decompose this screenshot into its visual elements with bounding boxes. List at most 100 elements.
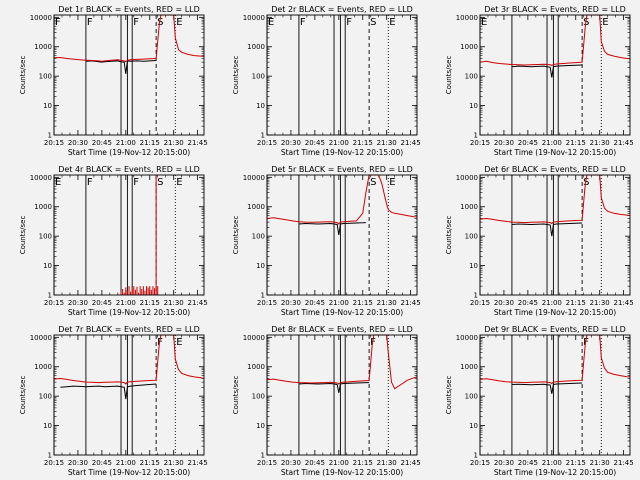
- x-tick-label: 21:15: [566, 299, 586, 307]
- y-axis-label: Counts/sec: [232, 56, 240, 95]
- x-tick-label: 21:30: [164, 459, 184, 467]
- x-tick-label: 21:30: [590, 459, 610, 467]
- x-tick-label: 20:45: [92, 459, 112, 467]
- x-tick-label: 21:15: [140, 139, 160, 147]
- series-line-lld: [266, 174, 418, 225]
- y-tick-label: 100: [39, 233, 52, 241]
- y-axis-label: Counts/sec: [445, 216, 453, 255]
- series-line-lld: [266, 334, 418, 390]
- series-line-events: [60, 383, 157, 400]
- marker-label: F: [370, 337, 376, 348]
- y-tick-label: 1000: [247, 43, 265, 51]
- x-tick-label: 20:15: [257, 459, 277, 467]
- x-tick-label: 20:15: [470, 299, 490, 307]
- y-axis-label: Counts/sec: [232, 216, 240, 255]
- y-tick-label: 10000: [243, 174, 265, 182]
- y-tick-label: 100: [252, 233, 265, 241]
- y-tick-label: 1000: [247, 363, 265, 371]
- marker-label: F: [583, 337, 589, 348]
- y-tick-label: 10: [256, 422, 265, 430]
- y-tick-label: 10: [43, 102, 52, 110]
- x-tick-label: 21:15: [353, 459, 373, 467]
- detector-panel-5: Det 5r BLACK = Events, RED = LLD Counts/s…: [232, 165, 421, 317]
- y-tick-label: 1: [474, 452, 478, 460]
- x-tick-label: 21:45: [614, 459, 634, 467]
- panel-title: Det 5r BLACK = Events, RED = LLD: [271, 165, 413, 174]
- y-tick-label: 10000: [243, 334, 265, 342]
- plot-frame: [53, 14, 205, 136]
- series-line-lld: [53, 334, 205, 385]
- x-tick-label: 20:30: [494, 139, 514, 147]
- marker-label: E: [389, 17, 395, 28]
- marker-label: S: [583, 177, 589, 188]
- marker-label: F: [133, 177, 139, 188]
- x-tick-label: 20:45: [92, 299, 112, 307]
- panel-title: Det 9r BLACK = Events, RED = LLD: [484, 325, 626, 334]
- x-tick-label: 20:45: [305, 459, 325, 467]
- plot-frame: [266, 14, 418, 136]
- plot-frame: [479, 334, 631, 456]
- y-tick-label: 10: [469, 422, 478, 430]
- y-tick-label: 100: [39, 393, 52, 401]
- y-tick-label: 10: [256, 102, 265, 110]
- panel-title: Det 8r BLACK = Events, RED = LLD: [271, 325, 413, 334]
- y-tick-label: 1: [474, 292, 478, 300]
- marker-label: E: [176, 177, 182, 188]
- series-line-lld: [479, 334, 631, 385]
- y-tick-label: 1000: [34, 363, 52, 371]
- x-tick-label: 21:45: [401, 299, 421, 307]
- x-tick-label: 21:45: [401, 139, 421, 147]
- x-tick-label: 20:45: [518, 299, 538, 307]
- y-tick-label: 10: [469, 102, 478, 110]
- detector-panel-4: Det 4r BLACK = Events, RED = LLD Counts/s…: [19, 165, 208, 317]
- x-tick-label: 20:15: [257, 139, 277, 147]
- marker-label: S: [157, 177, 163, 188]
- y-tick-label: 10000: [30, 14, 52, 22]
- x-tick-label: 20:30: [281, 139, 301, 147]
- x-tick-label: 21:45: [401, 459, 421, 467]
- x-tick-label: 21:45: [614, 139, 634, 147]
- x-tick-label: 21:30: [377, 459, 397, 467]
- x-tick-label: 20:15: [470, 139, 490, 147]
- series-line-lld: [479, 174, 631, 225]
- y-tick-label: 1: [261, 292, 265, 300]
- x-tick-label: 20:30: [494, 299, 514, 307]
- x-tick-label: 20:45: [518, 459, 538, 467]
- x-axis-label: Start Time (19-Nov-12 20:15:00): [281, 308, 403, 317]
- x-tick-label: 20:30: [494, 459, 514, 467]
- plot-frame: [266, 174, 418, 296]
- x-tick-label: 20:15: [257, 299, 277, 307]
- x-tick-label: 20:30: [68, 299, 88, 307]
- detector-panel-9: Det 9r BLACK = Events, RED = LLD Counts/s…: [445, 325, 634, 477]
- x-tick-label: 20:30: [68, 459, 88, 467]
- marker-label: S: [157, 17, 163, 28]
- x-tick-label: 21:30: [377, 299, 397, 307]
- x-tick-label: 21:00: [329, 139, 349, 147]
- y-tick-label: 10000: [30, 334, 52, 342]
- y-tick-label: 1: [48, 452, 52, 460]
- x-axis-label: Start Time (19-Nov-12 20:15:00): [68, 148, 190, 157]
- x-tick-label: 21:00: [116, 139, 136, 147]
- series-line-lld: [479, 14, 631, 67]
- y-tick-label: 1: [48, 292, 52, 300]
- x-tick-label: 21:00: [116, 459, 136, 467]
- y-axis-label: Counts/sec: [19, 56, 27, 95]
- y-tick-label: 10000: [243, 14, 265, 22]
- series-line-events: [85, 60, 157, 74]
- y-tick-label: 1: [261, 452, 265, 460]
- x-tick-label: 21:30: [377, 139, 397, 147]
- x-tick-label: 21:15: [566, 459, 586, 467]
- y-tick-label: 1000: [460, 203, 478, 211]
- x-axis-label: Start Time (19-Nov-12 20:15:00): [494, 148, 616, 157]
- marker-label: E: [602, 17, 608, 28]
- y-tick-label: 1000: [460, 43, 478, 51]
- x-tick-label: 21:30: [590, 139, 610, 147]
- x-tick-label: 21:15: [566, 139, 586, 147]
- y-tick-label: 10: [43, 422, 52, 430]
- x-tick-label: 21:15: [140, 459, 160, 467]
- x-tick-label: 20:30: [281, 299, 301, 307]
- x-tick-label: 20:15: [470, 459, 490, 467]
- marker-label: E: [268, 17, 274, 28]
- panel-title: Det 6r BLACK = Events, RED = LLD: [484, 165, 626, 174]
